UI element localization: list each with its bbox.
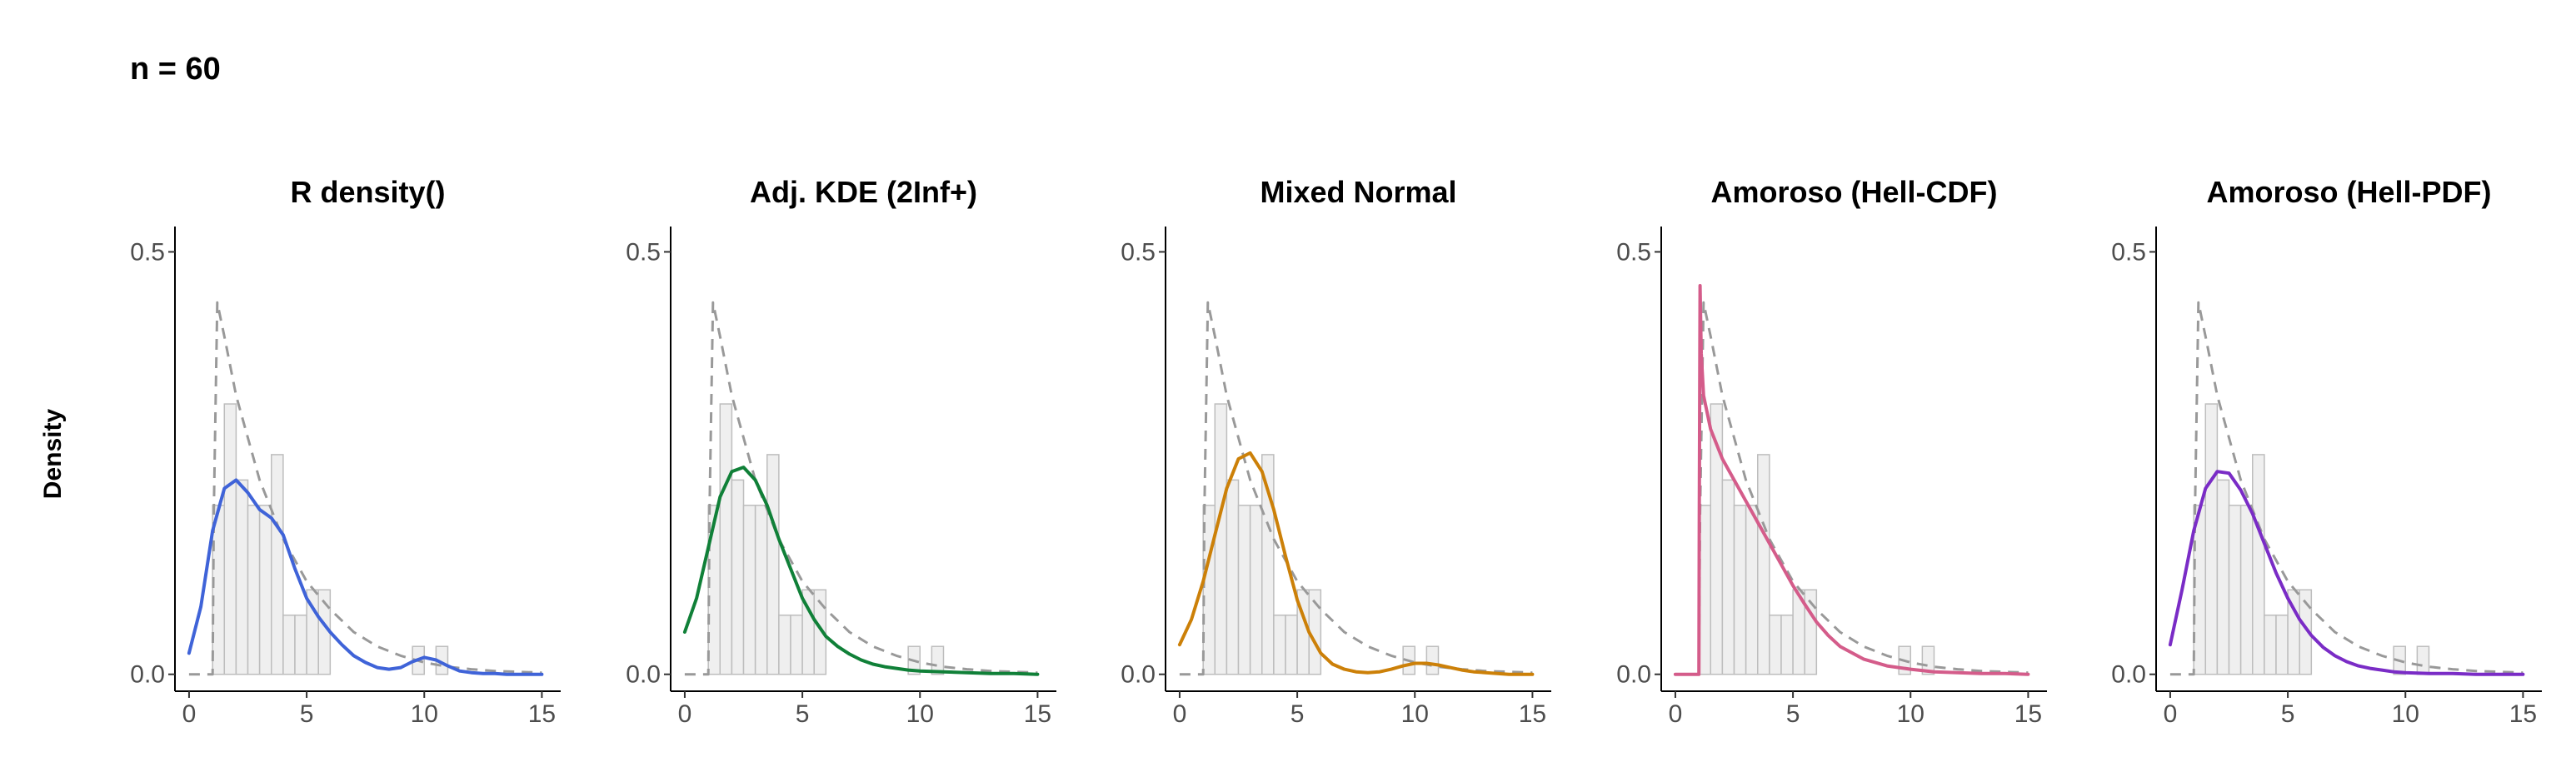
histogram-bar [294, 614, 307, 675]
histogram-bar [1721, 479, 1735, 675]
panel-title: Amoroso (Hell-PDF) [2207, 175, 2492, 209]
page-title: n = 60 [130, 52, 221, 87]
true-density-line [1675, 301, 2029, 676]
y-tick-label: 0.0 [2111, 661, 2146, 689]
y-tick-label: 0.5 [1616, 238, 1651, 266]
x-tick-label: 10 [411, 700, 438, 728]
panel-title: R density() [290, 175, 445, 209]
histogram-bar [1745, 505, 1759, 675]
x-tick-label: 5 [300, 700, 314, 728]
histogram-bar [778, 614, 791, 675]
histogram-bar [1261, 454, 1275, 675]
histogram-bar [754, 505, 768, 675]
x-tick-label: 0 [182, 700, 197, 728]
histogram-bar [1249, 505, 1263, 675]
x-tick-label: 15 [528, 700, 556, 728]
x-tick-label: 5 [1786, 700, 1800, 728]
true-density-line [188, 301, 542, 676]
x-tick-label: 10 [1897, 700, 1925, 728]
fitted-density-line [187, 478, 544, 676]
histogram-bar [1273, 614, 1286, 675]
x-tick-label: 10 [1401, 700, 1429, 728]
panel-5: Amoroso (Hell-PDF) 0 5 10 15 0.0 0.5 [2111, 175, 2542, 728]
histogram-bar [2228, 505, 2242, 675]
panel-3: Mixed Normal 0 5 10 15 0.0 0.5 [1121, 175, 1551, 728]
x-tick-label: 5 [2281, 700, 2295, 728]
x-tick-label: 0 [678, 700, 692, 728]
x-tick-label: 5 [796, 700, 810, 728]
true-density-line [2169, 301, 2524, 676]
histogram-bar [1425, 645, 1440, 675]
histogram-bar [2299, 589, 2313, 675]
x-tick-label: 15 [2014, 700, 2042, 728]
histogram-bar [2264, 614, 2277, 675]
x-tick-label: 15 [2509, 700, 2537, 728]
histogram-bar [1921, 645, 1935, 675]
histogram-bar [719, 403, 733, 675]
histogram-bar [258, 505, 272, 675]
histogram-bar [2275, 614, 2289, 675]
histogram-bar [2216, 479, 2230, 675]
histogram-bar [731, 479, 745, 675]
histogram-bar [742, 505, 756, 675]
y-tick-label: 0.0 [1616, 661, 1651, 689]
fitted-density-line [1673, 284, 2030, 676]
x-tick-label: 0 [2164, 700, 2178, 728]
x-tick-label: 0 [1669, 700, 1683, 728]
panel-title: Mixed Normal [1260, 175, 1456, 209]
histogram-bar [1237, 505, 1251, 675]
panel-1: R density() 0 5 10 15 0.0 0.5 [130, 175, 561, 728]
histogram-bar [1226, 479, 1240, 675]
x-tick-label: 15 [1024, 700, 1051, 728]
y-tick-label: 0.0 [626, 661, 661, 689]
histogram-bar [247, 505, 261, 675]
y-tick-label: 0.0 [130, 661, 165, 689]
y-tick-label: 0.5 [130, 238, 165, 266]
x-tick-label: 15 [1519, 700, 1546, 728]
y-tick-label: 0.5 [1121, 238, 1156, 266]
panel-2: Adj. KDE (2Inf+) 0 5 10 15 0.0 0.5 [626, 175, 1056, 728]
x-tick-label: 0 [1173, 700, 1187, 728]
fitted-density-line [682, 466, 1040, 676]
histogram-bar [223, 403, 237, 675]
x-tick-label: 10 [906, 700, 934, 728]
fitted-density-line [1177, 451, 1535, 676]
histogram-bar [1769, 614, 1782, 675]
histogram-bar [1214, 403, 1228, 675]
y-tick-label: 0.5 [626, 238, 661, 266]
x-tick-label: 5 [1290, 700, 1305, 728]
histogram-bar [790, 614, 803, 675]
histogram-bar [282, 614, 296, 675]
histogram-bar [1757, 454, 1770, 675]
histogram-bar [1780, 614, 1794, 675]
true-density-line [684, 301, 1038, 676]
histogram-bar [766, 454, 780, 675]
histogram-bar [2416, 645, 2430, 675]
histogram-bar [1285, 614, 1298, 675]
histogram-bar [1733, 505, 1747, 675]
histogram-bar [2204, 403, 2219, 675]
panel-4: Amoroso (Hell-CDF) 0 5 10 15 0.0 0.5 [1616, 175, 2047, 728]
histogram-bar [931, 645, 945, 675]
fitted-density-line [2168, 470, 2525, 676]
histogram-bar [271, 454, 284, 675]
y-tick-label: 0.0 [1121, 661, 1156, 689]
histogram-bar [235, 479, 249, 675]
histogram-bar [2239, 505, 2254, 675]
x-tick-label: 10 [2392, 700, 2419, 728]
histogram-bar [813, 589, 827, 675]
y-tick-label: 0.5 [2111, 238, 2146, 266]
histogram-bar [2252, 454, 2265, 675]
panel-title: Amoroso (Hell-CDF) [1711, 175, 1998, 209]
panel-title: Adj. KDE (2Inf+) [750, 175, 977, 209]
